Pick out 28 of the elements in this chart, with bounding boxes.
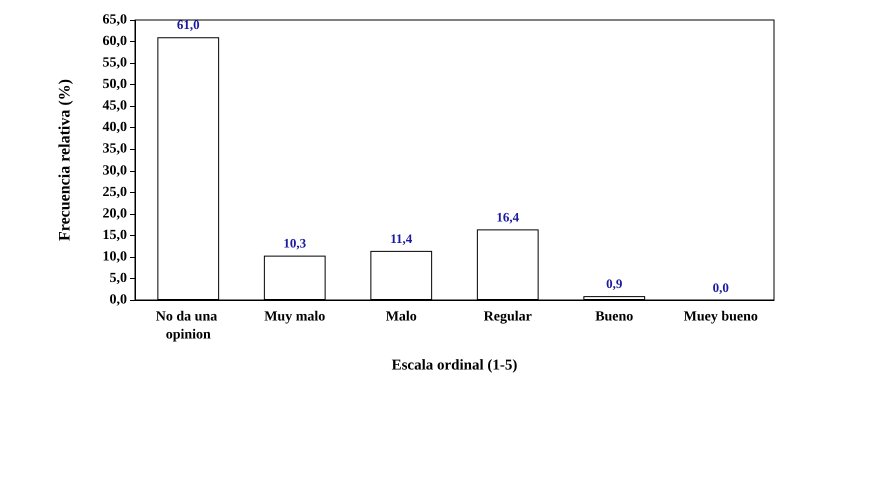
- x-tick-label: No da una opinion: [156, 310, 221, 342]
- y-tick-label: 0,0: [110, 292, 127, 308]
- x-tick-label: Bueno: [595, 310, 634, 324]
- y-tick-label: 10,0: [102, 249, 127, 264]
- x-tick-label: Muy malo: [264, 310, 326, 324]
- data-label: 11,4: [390, 230, 413, 246]
- x-tick-label: Malo: [386, 310, 417, 324]
- y-tick-label: 65,0: [102, 12, 127, 28]
- y-tick-label: 50,0: [102, 77, 127, 92]
- data-label: 10,3: [283, 236, 307, 251]
- y-tick-label: 5,0: [110, 270, 127, 286]
- y-tick-label: 30,0: [102, 163, 127, 178]
- y-tick-label: 55,0: [102, 56, 127, 71]
- data-label: 16,4: [496, 209, 520, 224]
- data-label: 0,0: [712, 280, 729, 295]
- x-axis-title: Escala ordinal (1-5): [392, 358, 518, 374]
- data-label: 0,9: [606, 276, 623, 292]
- y-tick-label: 25,0: [102, 184, 127, 200]
- y-tick-label: 15,0: [102, 228, 127, 243]
- x-tick-label: Regular: [484, 310, 532, 324]
- y-tick-label: 35,0: [102, 142, 127, 157]
- y-tick-label: 40,0: [102, 120, 127, 136]
- y-tick-label: 60,0: [102, 34, 127, 50]
- x-tick-label: Muey bueno: [684, 310, 758, 324]
- data-label: 61,0: [176, 17, 200, 32]
- y-tick-label: 20,0: [102, 206, 127, 222]
- y-axis-title: Frecuencia relativa (%): [56, 78, 74, 242]
- y-tick-label: 45,0: [102, 98, 127, 114]
